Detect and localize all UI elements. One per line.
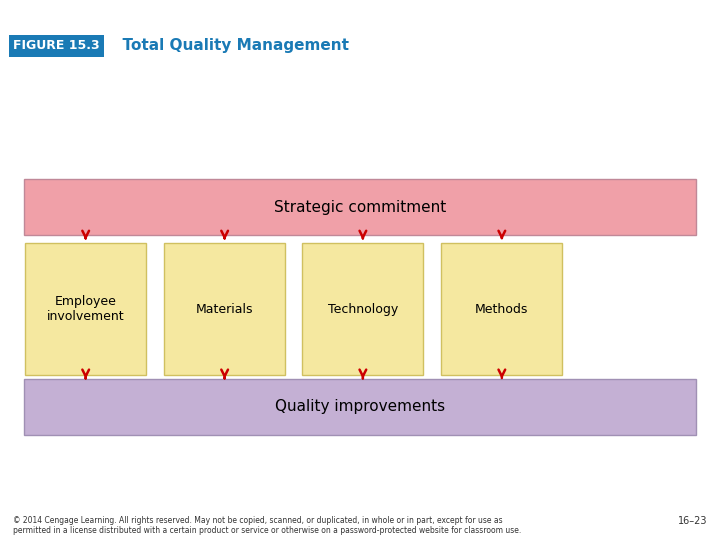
Text: Materials: Materials [196,302,253,316]
FancyBboxPatch shape [164,243,285,375]
FancyBboxPatch shape [25,243,146,375]
FancyBboxPatch shape [441,243,562,375]
Text: 16–23: 16–23 [678,516,707,526]
FancyBboxPatch shape [24,379,696,435]
Text: Employee
involvement: Employee involvement [47,295,125,323]
Text: Technology: Technology [328,302,398,316]
Text: FIGURE 15.3: FIGURE 15.3 [13,39,99,52]
Text: Methods: Methods [475,302,528,316]
Text: © 2014 Cengage Learning. All rights reserved. May not be copied, scanned, or dup: © 2014 Cengage Learning. All rights rese… [13,516,521,535]
FancyBboxPatch shape [24,179,696,235]
Text: Total Quality Management: Total Quality Management [112,38,348,53]
Text: Quality improvements: Quality improvements [275,400,445,414]
FancyBboxPatch shape [302,243,423,375]
Text: Strategic commitment: Strategic commitment [274,200,446,214]
